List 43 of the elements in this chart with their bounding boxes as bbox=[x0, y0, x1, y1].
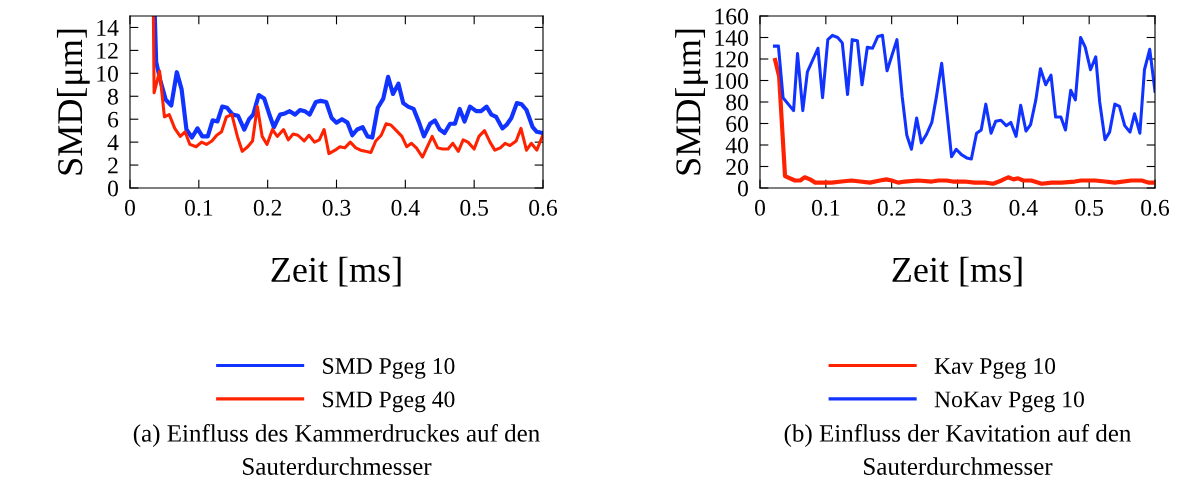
x-tick-label: 0.1 bbox=[184, 199, 213, 216]
y-axis-title: SMD[μm] bbox=[675, 29, 708, 175]
x-tick-label: 0.2 bbox=[253, 199, 282, 216]
y-tick-label: 10 bbox=[97, 65, 118, 82]
y-tick-label: 60 bbox=[726, 115, 748, 132]
x-axis-title: Zeit [ms] bbox=[271, 256, 401, 287]
x-tick-label: 0.4 bbox=[391, 199, 420, 216]
x-tick-label: 0.5 bbox=[1075, 199, 1103, 216]
y-tick-label: 20 bbox=[726, 158, 748, 175]
x-axis-title: Zeit [ms] bbox=[892, 256, 1022, 287]
x-tick-label: 0 bbox=[125, 199, 135, 216]
x-tick-label: 0.1 bbox=[811, 199, 840, 216]
x-tick-label: 0.4 bbox=[1009, 199, 1038, 216]
y-tick-label: 80 bbox=[726, 94, 748, 111]
x-tick-label: 0.2 bbox=[877, 199, 906, 216]
y-tick-label: 4 bbox=[107, 134, 119, 151]
legend-label: Kav Pgeg 10 bbox=[934, 358, 1056, 379]
x-tick-label: 0.3 bbox=[943, 199, 972, 216]
legend-label: SMD Pgeg 40 bbox=[323, 391, 455, 413]
y-tick-label: 12 bbox=[97, 42, 118, 59]
y-tick-label: 6 bbox=[108, 111, 119, 128]
x-tick-label: 0.6 bbox=[1141, 199, 1170, 216]
y-tick-label: 0 bbox=[107, 180, 118, 197]
y-tick-label: 120 bbox=[715, 51, 748, 68]
x-tick-label: 0 bbox=[755, 199, 765, 216]
y-tick-label: 40 bbox=[725, 137, 748, 154]
y-tick-label: 0 bbox=[737, 180, 748, 197]
y-axis-title: SMD[μm] bbox=[56, 29, 90, 175]
y-tick-label: 160 bbox=[715, 8, 748, 25]
y-tick-label: 100 bbox=[715, 72, 748, 89]
x-tick-label: 0.5 bbox=[460, 199, 488, 216]
text: (a) Einfluss des Kammerdruckes auf den Sauterdurchmesser bbox=[133, 424, 540, 475]
legend-label: NoKav Pgeg 10 bbox=[934, 391, 1084, 413]
y-tick-label: 140 bbox=[715, 29, 748, 46]
y-tick-label: 14 bbox=[97, 20, 119, 36]
x-tick-label: 0.6 bbox=[529, 199, 558, 216]
y-tick-label: 8 bbox=[107, 88, 118, 105]
y-tick-label: 2 bbox=[108, 157, 118, 174]
legend-label: SMD Pgeg 10 bbox=[323, 358, 455, 379]
line-series bbox=[772, 33, 1155, 161]
x-tick-label: 0.3 bbox=[322, 199, 351, 216]
text: (b) Einfluss der Kavitation auf den Sauterdurchmesser bbox=[784, 424, 1132, 475]
line-series bbox=[773, 57, 1155, 186]
